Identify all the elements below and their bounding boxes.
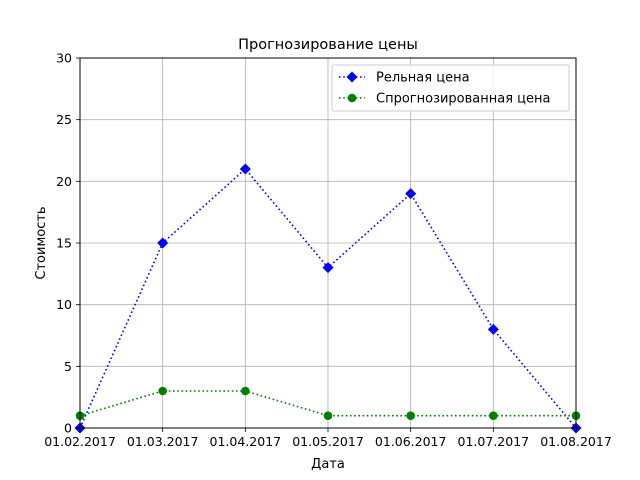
- x-tick-label: 01.05.2017: [292, 434, 364, 449]
- axis-ticks: 01.02.2017 01.03.2017 01.04.2017 01.05.2017…: [44, 51, 612, 450]
- legend-marker-actual: [346, 71, 358, 83]
- y-tick-label: 25: [56, 112, 72, 127]
- actual-price-point: [487, 323, 499, 335]
- forecast-price-point: [406, 411, 415, 420]
- y-axis-label: Стоимость: [34, 206, 49, 279]
- legend-box: [331, 64, 570, 112]
- legend: Рельная цена Спрогнозированная цена: [331, 64, 570, 112]
- x-tick-label: 01.02.2017: [44, 434, 116, 449]
- x-tick-label: 01.07.2017: [458, 434, 530, 449]
- actual-price-point: [239, 163, 251, 175]
- legend-label-forecast: Спрогнозированная цена: [376, 92, 551, 107]
- y-tick-label: 20: [56, 174, 72, 189]
- y-tick-label: 15: [56, 236, 72, 251]
- forecast-price-point: [323, 411, 333, 420]
- chart-title: Прогнозирование цены: [238, 37, 418, 53]
- forecast-price-point: [158, 386, 167, 396]
- actual-price-point: [322, 262, 334, 274]
- forecast-price-point: [489, 411, 498, 420]
- y-tick-label: 0: [64, 421, 72, 436]
- forecast-price-point: [241, 386, 250, 396]
- actual-price-point: [157, 237, 169, 249]
- actual-price-point: [405, 188, 417, 200]
- x-tick-label: 01.03.2017: [127, 434, 199, 449]
- legend-marker-forecast: [347, 93, 357, 103]
- y-tick-label: 30: [56, 51, 72, 66]
- x-tick-label: 01.04.2017: [210, 434, 282, 449]
- x-tick-label: 01.06.2017: [375, 434, 447, 449]
- series-layer: [74, 163, 582, 434]
- x-tick-label: 01.08.2017: [540, 434, 612, 449]
- y-tick-label: 5: [64, 359, 72, 374]
- x-axis-label: Дата: [311, 457, 345, 472]
- legend-label-actual: Рельная цена: [376, 71, 470, 86]
- y-tick-label: 10: [56, 297, 72, 312]
